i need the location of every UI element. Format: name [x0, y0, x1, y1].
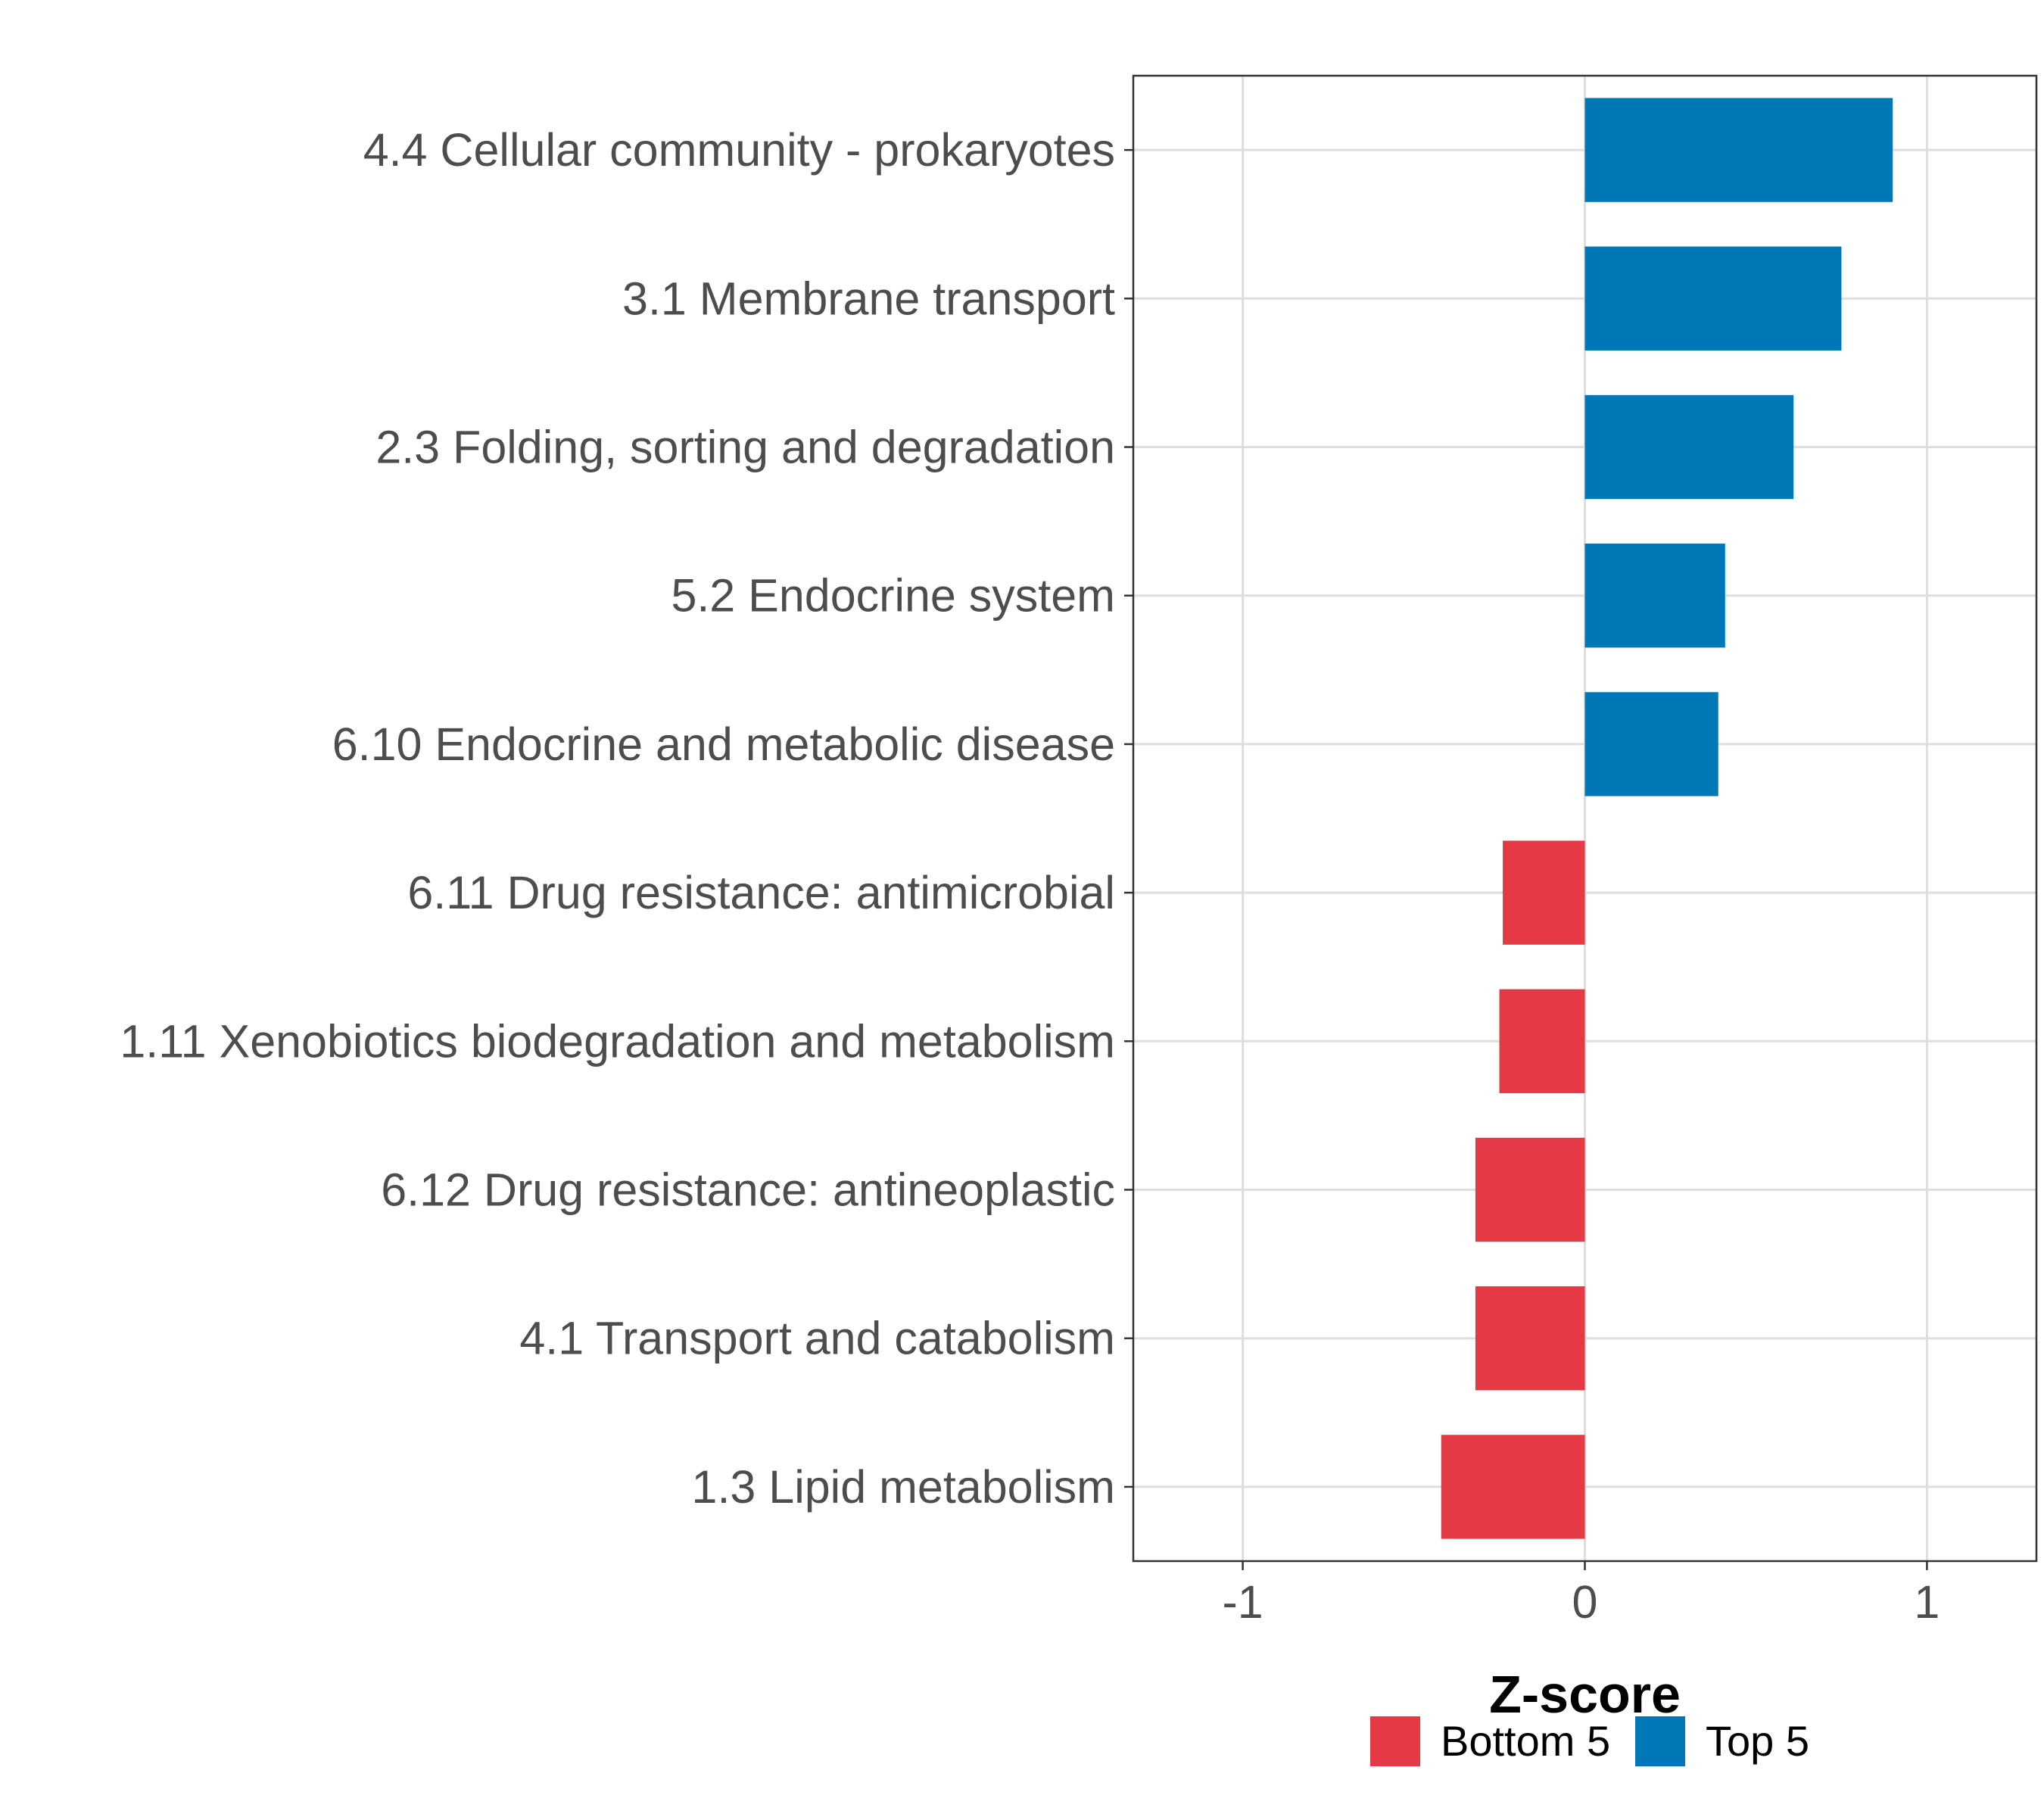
y-tick-label: 6.11 Drug resistance: antimicrobial — [407, 867, 1115, 918]
y-tick-label: 6.12 Drug resistance: antineoplastic — [381, 1164, 1115, 1216]
legend-label: Bottom 5 — [1441, 1717, 1610, 1765]
bar — [1475, 1286, 1585, 1391]
x-axis-title: Z-score — [1489, 1665, 1681, 1724]
bar — [1584, 692, 1718, 796]
bar — [1584, 246, 1842, 351]
legend: Bottom 5 Top 5 — [1370, 1716, 1809, 1766]
y-tick-label: 3.1 Membrane transport — [622, 273, 1115, 324]
x-tick-label: 0 — [1572, 1576, 1598, 1628]
y-tick-label: 4.1 Transport and catabolism — [519, 1313, 1115, 1364]
bar — [1499, 989, 1585, 1093]
y-tick-label: 4.4 Cellular community - prokaryotes — [363, 124, 1115, 176]
x-tick-label: 1 — [1914, 1576, 1940, 1628]
y-tick-label: 1.3 Lipid metabolism — [692, 1461, 1115, 1513]
y-tick-label: 5.2 Endocrine system — [671, 570, 1115, 622]
legend-label: Top 5 — [1706, 1717, 1809, 1765]
bar — [1584, 544, 1725, 648]
bar — [1584, 394, 1794, 500]
legend-key — [1370, 1716, 1420, 1766]
y-tick-label: 2.3 Folding, sorting and degradation — [375, 422, 1115, 473]
bar — [1584, 98, 1893, 202]
bar — [1503, 840, 1585, 945]
bars — [1441, 98, 1893, 1539]
x-tick-label: -1 — [1222, 1576, 1263, 1628]
bar — [1441, 1435, 1585, 1539]
legend-key — [1635, 1716, 1685, 1766]
y-tick-label: 6.10 Endocrine and metabolic disease — [332, 718, 1115, 770]
y-tick-label: 1.11 Xenobiotics biodegradation and meta… — [120, 1015, 1115, 1067]
bar — [1475, 1137, 1585, 1242]
y-axis-ticks: 4.4 Cellular community - prokaryotes 3.1 … — [120, 124, 1133, 1513]
x-axis-ticks: -1 0 1 — [1222, 1561, 1940, 1628]
